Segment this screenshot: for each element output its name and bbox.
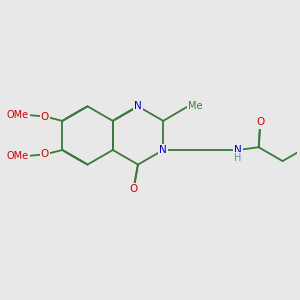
Text: N: N <box>134 101 142 111</box>
Text: O: O <box>41 149 49 159</box>
Text: O: O <box>41 112 49 122</box>
Text: OMe: OMe <box>7 151 29 161</box>
Text: OMe: OMe <box>7 110 29 120</box>
Text: O: O <box>130 184 138 194</box>
Text: Me: Me <box>188 101 202 111</box>
Text: N: N <box>234 145 242 155</box>
Text: H: H <box>234 153 242 163</box>
Text: O: O <box>256 118 264 128</box>
Text: N: N <box>159 145 167 155</box>
